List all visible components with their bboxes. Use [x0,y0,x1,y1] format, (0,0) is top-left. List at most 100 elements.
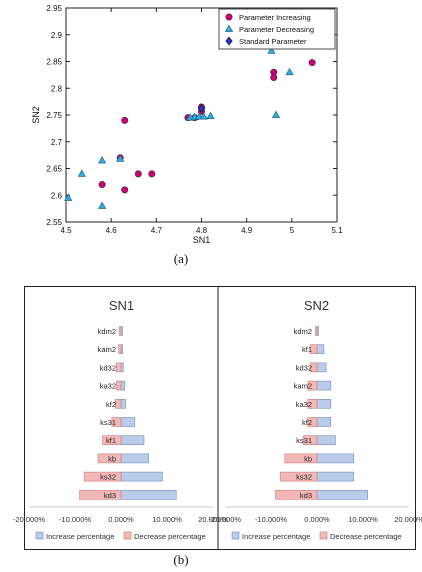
category-label: kam2 [294,382,312,391]
scatter-point [77,169,86,177]
bar-decrease [119,326,122,336]
category-label: kd3 [104,491,116,500]
legend-label: Parameter Decreasing [239,25,314,34]
legend-swatch-increase [35,531,44,540]
bar-decrease [302,435,318,445]
bar-decrease [116,362,122,373]
scatter-point [121,116,129,124]
x-tick-label: 4.9 [241,226,253,235]
bar-decrease [309,344,318,355]
category-label: kd3 [300,491,312,500]
scatter-point [116,154,125,162]
legend-label: Standard Parameter [239,37,307,46]
panel-sn2: SN2 kdm2 kf1 kd32 kam2 ka32 kf2 ks31 kb ks32 kd3 -2… [209,298,422,541]
panel-title: SN1 [109,298,134,313]
y-tick-label: 2.7 [51,138,63,147]
legend-swatch-decrease [123,531,132,540]
bar-increase [316,453,355,464]
x-tick-label: -10.000% [255,515,287,524]
scatter-point [98,201,107,209]
x-tick-label: 0.000% [304,515,330,524]
x-tick-label: -10.000% [59,515,91,524]
category-label: ks32 [100,473,116,482]
bar-increase [120,399,126,409]
bar-decrease [315,326,318,336]
category-label: kb [304,454,312,463]
bar-decrease [307,399,318,409]
legend-label: Parameter Increasing [239,13,311,22]
y-tick-label: 2.75 [46,111,62,120]
scatter-point [121,186,129,194]
y-tick-label: 2.65 [46,165,62,174]
scatter-point [271,110,281,118]
legend-marker [225,13,233,21]
bar-increase [316,471,355,482]
series-1 [64,46,294,209]
bar-increase [316,490,368,500]
bar-decrease [309,362,318,373]
y-tick-label: 2.55 [46,218,62,227]
bar-increase [120,490,177,500]
category-label: ks31 [296,436,312,445]
bar-decrease [115,399,122,409]
x-tick-label: 4.7 [151,226,163,235]
bar-increase [120,435,145,445]
scatter-point [206,111,215,119]
scatter-point [199,112,208,120]
category-label: kf2 [106,400,116,409]
x-tick-label: 20.000% [394,515,422,524]
scatter-point [64,193,73,201]
bar-increase [316,399,332,409]
x-tick-label: 20.000% [198,515,228,524]
category-label: kdm2 [294,327,312,336]
panel-title: SN2 [304,298,329,313]
bar-legend: Increase percentage Decrease percentage [35,531,206,541]
y-tick-label: 2.95 [46,4,62,13]
bar-decrease [118,344,122,355]
y-tick-label: 2.85 [46,58,62,67]
caption-a: (a) [173,251,189,266]
x-tick-label: 10.000% [152,515,182,524]
scatter-point [267,46,276,54]
category-label: kf1 [302,345,312,354]
category-label: kd32 [100,363,116,372]
sensitivity-bar-charts: SN1 kdm2 kam2 kd32 ka32 kf2 ks31 kf1 kb ks32 kd3 -2… [13,286,422,550]
bar-decrease [102,435,122,445]
scatter-point [148,170,156,178]
x-tick-label: 10.000% [348,515,378,524]
bar-decrease [79,490,122,500]
legend-label: Increase percentage [46,532,114,541]
caption-b: (b) [173,552,189,567]
scatter-chart: 4.5 4.6 4.7 4.8 4.9 5 5.1 2.55 2.6 2.65 2.7 2.75 2.8… [31,4,343,245]
bar-decrease [279,471,318,482]
bar-increase [316,344,325,355]
scatter-point [134,170,142,178]
scatter-point [98,156,107,164]
category-label: kf2 [302,418,312,427]
y-tick-label: 2.9 [51,31,63,40]
bar-increase [120,362,124,373]
x-tick-label: 5.1 [331,226,343,235]
x-tick-label: 0.000% [108,515,134,524]
legend-marker [225,36,233,46]
bar-decrease [83,471,122,482]
panel-sn1: SN1 kdm2 kam2 kd32 ka32 kf2 ks31 kf1 kb ks32 kd3 -2… [13,298,228,541]
scatter-point [98,181,106,189]
legend-label: Decrease percentage [330,532,402,541]
bar-decrease [275,490,318,500]
bar-increase [316,362,327,373]
bar-decrease [116,380,122,391]
x-tick-label: -20.000% [209,515,241,524]
category-label: ks32 [296,473,312,482]
category-label: kdm2 [98,327,116,336]
scatter-point [308,59,316,67]
bar-decrease [307,380,318,391]
category-label: ka32 [100,382,116,391]
bar-legend: Increase percentage Decrease percentage [231,531,402,541]
scatter-point [285,67,294,76]
x-axis-label: SN1 [193,235,211,245]
bar-increase [120,471,163,482]
bar-frame [24,286,416,550]
scatter-point [197,104,206,114]
legend-swatch-increase [231,531,240,540]
